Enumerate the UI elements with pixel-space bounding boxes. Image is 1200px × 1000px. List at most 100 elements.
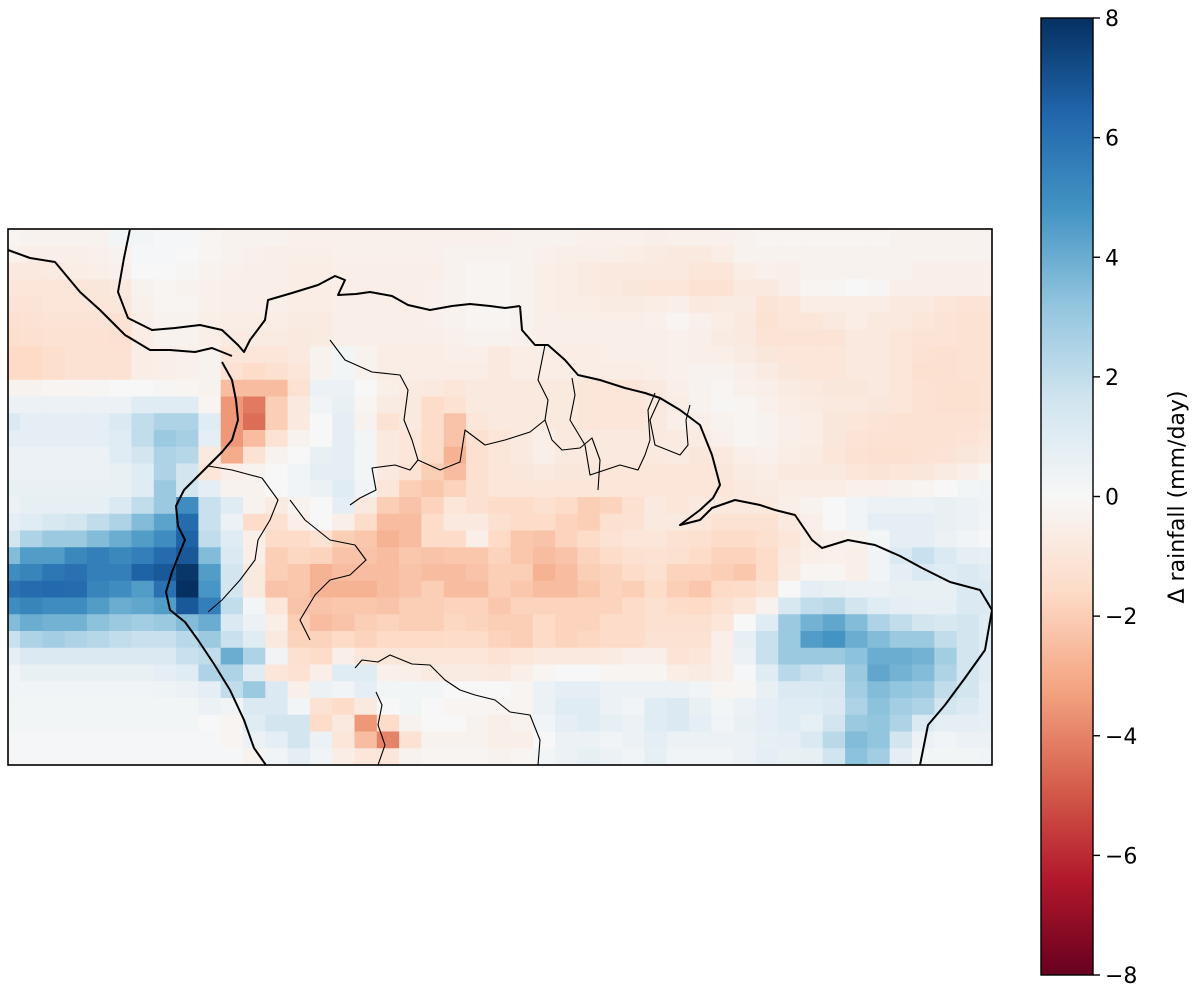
- heatmap-cell: [711, 262, 734, 280]
- heatmap-cell: [666, 513, 690, 531]
- heatmap-cell: [243, 714, 266, 732]
- heatmap-cell: [309, 564, 333, 582]
- heatmap-cell: [956, 714, 980, 732]
- heatmap-cell: [176, 480, 199, 498]
- heatmap-cell: [666, 681, 690, 699]
- heatmap-cell: [131, 497, 155, 515]
- heatmap-cell: [867, 714, 891, 732]
- heatmap-cell: [978, 262, 992, 280]
- heatmap-cell: [711, 245, 734, 263]
- heatmap-cell: [956, 245, 980, 263]
- heatmap-cell: [912, 564, 935, 582]
- heatmap-cell: [20, 631, 43, 649]
- heatmap-cell: [443, 446, 467, 464]
- heatmap-cell: [912, 698, 935, 716]
- heatmap-cell: [20, 463, 43, 481]
- heatmap-cell: [443, 497, 467, 515]
- heatmap-cell: [912, 430, 935, 448]
- heatmap-cell: [309, 698, 333, 716]
- heatmap-cell: [755, 647, 779, 665]
- heatmap-cell: [532, 530, 556, 548]
- heatmap-cell: [510, 580, 534, 598]
- heatmap-cell: [220, 396, 244, 414]
- heatmap-cell: [867, 731, 891, 749]
- heatmap-cell: [376, 597, 400, 615]
- heatmap-cell: [8, 714, 21, 732]
- heatmap-cell: [64, 731, 88, 749]
- heatmap-cell: [778, 262, 801, 280]
- heatmap-cell: [755, 329, 779, 347]
- heatmap-cell: [845, 279, 868, 297]
- heatmap-cell: [131, 229, 155, 247]
- heatmap-cell: [978, 530, 992, 548]
- heatmap-cell: [889, 446, 913, 464]
- heatmap-cell: [822, 681, 846, 699]
- heatmap-cell: [421, 580, 445, 598]
- heatmap-cell: [778, 731, 801, 749]
- heatmap-cell: [354, 631, 378, 649]
- heatmap-cell: [666, 279, 690, 297]
- heatmap-cell: [153, 731, 177, 749]
- heatmap-cell: [198, 363, 222, 381]
- heatmap-cell: [644, 296, 668, 314]
- heatmap-cell: [889, 497, 913, 515]
- heatmap-cell: [198, 698, 222, 716]
- heatmap-cell: [443, 530, 467, 548]
- heatmap-cell: [733, 480, 757, 498]
- heatmap-cell: [354, 647, 378, 665]
- heatmap-cell: [176, 262, 199, 280]
- heatmap-cell: [332, 363, 355, 381]
- heatmap-cell: [354, 413, 378, 431]
- heatmap-cell: [309, 513, 333, 531]
- heatmap-cell: [510, 279, 534, 297]
- heatmap-cell: [889, 363, 913, 381]
- heatmap-cell: [354, 497, 378, 515]
- heatmap-cell: [399, 631, 422, 649]
- heatmap-cell: [510, 664, 534, 682]
- heatmap-cell: [778, 413, 801, 431]
- heatmap-cell: [599, 647, 623, 665]
- heatmap-cell: [755, 262, 779, 280]
- heatmap-cell: [243, 480, 266, 498]
- heatmap-cell: [287, 597, 311, 615]
- heatmap-cell: [711, 229, 734, 247]
- heatmap-cell: [198, 614, 222, 632]
- heatmap-cell: [666, 379, 690, 397]
- heatmap-cell: [644, 229, 668, 247]
- heatmap-cell: [220, 513, 244, 531]
- heatmap-cell: [265, 413, 288, 431]
- heatmap-cell: [822, 497, 846, 515]
- heatmap-cell: [354, 580, 378, 598]
- heatmap-cell: [733, 245, 757, 263]
- heatmap-cell: [488, 597, 511, 615]
- heatmap-cell: [599, 748, 623, 765]
- heatmap-cell: [243, 229, 266, 247]
- heatmap-cell: [243, 530, 266, 548]
- heatmap-cell: [599, 614, 623, 632]
- heatmap-cell: [577, 580, 601, 598]
- heatmap-cell: [711, 748, 734, 765]
- heatmap-cell: [198, 480, 222, 498]
- heatmap-cell: [555, 245, 578, 263]
- heatmap-cell: [644, 329, 668, 347]
- heatmap-cell: [243, 245, 266, 263]
- heatmap-cell: [889, 229, 913, 247]
- heatmap-cell: [711, 631, 734, 649]
- heatmap-cell: [867, 396, 891, 414]
- heatmap-cell: [309, 497, 333, 515]
- heatmap-cell: [86, 597, 110, 615]
- heatmap-cell: [644, 580, 668, 598]
- heatmap-cell: [466, 647, 489, 665]
- heatmap-cell: [309, 530, 333, 548]
- heatmap-cell: [131, 580, 155, 598]
- heatmap-cell: [599, 664, 623, 682]
- heatmap-cell: [845, 446, 868, 464]
- heatmap-cell: [220, 463, 244, 481]
- heatmap-cell: [198, 631, 222, 649]
- heatmap-cell: [622, 279, 645, 297]
- heatmap-cell: [86, 664, 110, 682]
- heatmap-cell: [332, 430, 355, 448]
- heatmap-cell: [399, 396, 422, 414]
- heatmap-cell: [644, 312, 668, 330]
- heatmap-cell: [220, 480, 244, 498]
